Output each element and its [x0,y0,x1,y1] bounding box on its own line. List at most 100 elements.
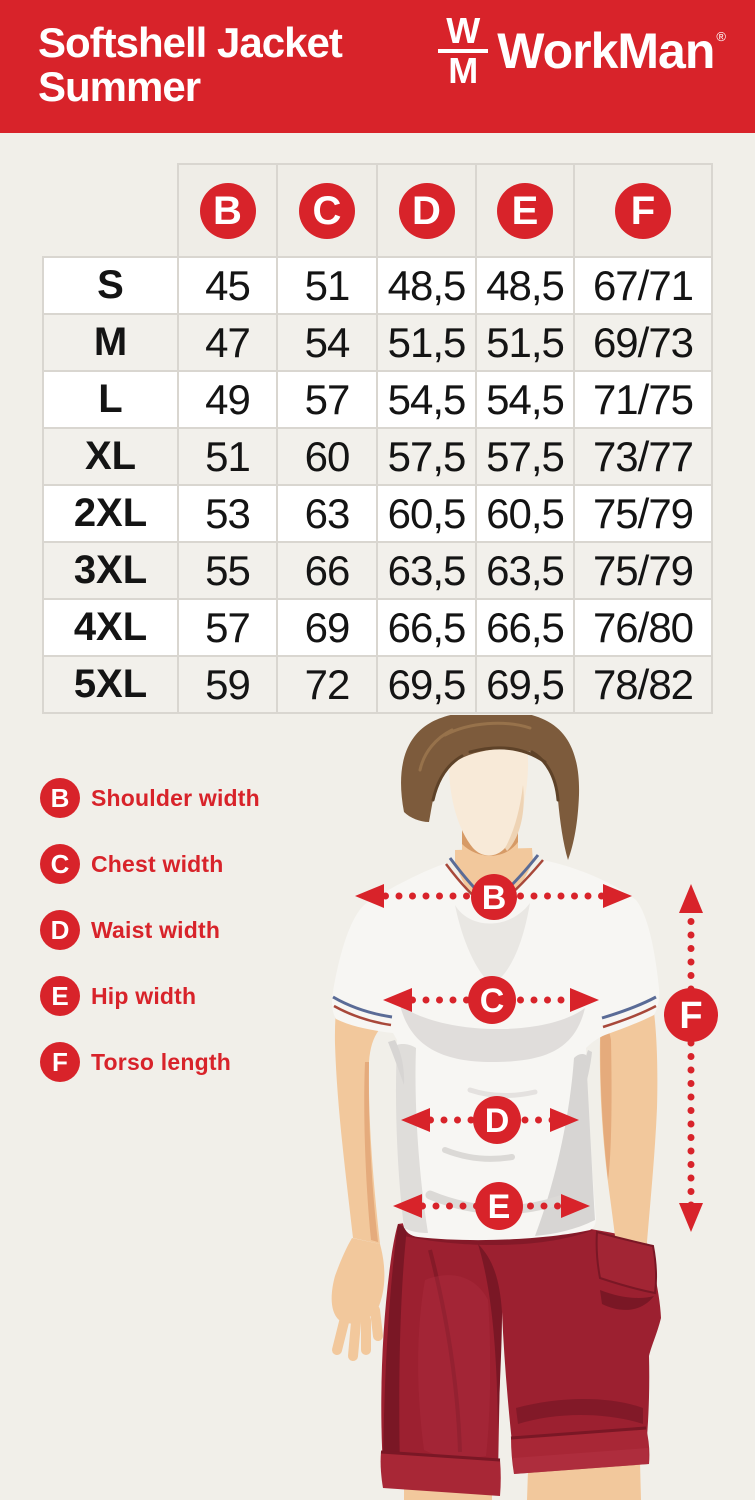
column-header-c: C [276,163,378,258]
legend-label: Torso length [91,1048,231,1075]
size-value: 69 [276,598,378,657]
size-value: 55 [177,541,278,600]
marker-letter-c: C [480,982,505,1020]
size-value: 69/73 [573,313,713,372]
table-row: M 47 54 51,5 51,5 69/73 [42,313,713,372]
marker-letter-b: B [482,879,507,917]
size-label: S [42,256,179,315]
shirt-fold-right [535,1054,595,1236]
shorts-shadow-left [383,1224,407,1470]
table-corner-cell [43,164,178,257]
legend-badge-c: C [40,844,80,884]
shorts-shape [381,1218,661,1478]
size-value: 51 [276,256,378,315]
title-line-2: Summer [38,63,201,110]
size-label: 2XL [42,484,179,543]
size-value: 59 [177,655,278,714]
size-value: 57 [177,598,278,657]
size-value: 48,5 [475,256,575,315]
size-label: M [42,313,179,372]
arrowhead-left [355,884,384,908]
size-value: 66,5 [376,598,477,657]
legend-label: Chest width [91,850,224,877]
size-label: XL [42,427,179,486]
marker-b: B [471,874,517,920]
pocket-flap-shape [595,1230,658,1295]
marker-letter-e: E [488,1188,511,1226]
marker-f: F [664,988,718,1042]
shorts-shadow-crotch [478,1244,502,1430]
page-title: Softshell Jacket Summer [38,19,343,110]
size-label: 3XL [42,541,179,600]
size-value: 67/71 [573,256,713,315]
arrowhead-left [401,1108,430,1132]
header-banner: Softshell Jacket Summer W M WorkMan ® [0,0,755,133]
size-value: 57,5 [475,427,575,486]
size-value: 71/75 [573,370,713,429]
brand-name: WorkMan ® [497,23,726,79]
size-value: 75/79 [573,484,713,543]
column-badge-d: D [398,182,455,239]
size-value: 53 [177,484,278,543]
monogram-divider [438,49,489,53]
legend-item-hip: E Hip width [40,976,260,1016]
size-table-section: B C D E F S 45 51 48,5 48,5 67/71 M 47 5… [42,163,713,714]
title-line-1: Softshell Jacket [38,19,343,66]
table-row: 4XL 57 69 66,5 66,5 76/80 [42,598,713,657]
column-header-d: D [376,163,477,258]
size-value: 73/77 [573,427,713,486]
size-value: 69,5 [475,655,575,714]
arrowhead-left [383,988,412,1012]
shirt-fold-collar [455,903,530,985]
legend-label: Waist width [91,916,221,943]
size-label: 5XL [42,655,179,714]
right-arm-shadow [600,1012,612,1180]
measurement-legend: B Shoulder width C Chest width D Waist w… [40,778,260,1108]
table-header-row: B C D E F [43,163,713,258]
size-value: 57 [276,370,378,429]
arrowhead-right [570,988,599,1012]
sleeve-stripe-blue-right [601,995,657,1020]
legend-item-torso: F Torso length [40,1042,260,1082]
diagram-markers: B C D E F [468,874,718,1230]
legend-badge-d: D [40,910,80,950]
size-value: 51,5 [475,313,575,372]
size-value: 76/80 [573,598,713,657]
sleeve-stripe-red-right [602,1004,657,1029]
shorts-cuffs [380,1426,650,1496]
size-value: 60,5 [475,484,575,543]
right-arm-shape [599,1012,658,1254]
legend-label: Hip width [91,982,197,1009]
shirt-armpit-right [581,1050,592,1098]
legend-label: Shoulder width [91,784,260,811]
marker-e: E [475,1182,523,1230]
left-arm-shadow [364,1062,378,1242]
size-label: L [42,370,179,429]
arrowhead-down [679,1203,703,1232]
sleeve-stripe-blue-left [332,995,393,1019]
legend-item-waist: D Waist width [40,910,260,950]
column-badge-f: F [615,182,671,239]
size-value: 63 [276,484,378,543]
pocket-flap-shadow [600,1290,654,1310]
legend-badge-f: F [40,1042,80,1082]
shirt-armpit-left [388,1040,405,1085]
shorts-highlight [418,1275,491,1458]
hair-strands-dark [431,746,560,802]
arrowhead-left [393,1194,422,1218]
brand-monogram-icon: W M [438,13,489,91]
size-value: 72 [276,655,378,714]
measure-arrow-torso [679,884,703,1232]
size-value: 66,5 [475,598,575,657]
size-value: 60 [276,427,378,486]
size-value: 49 [177,370,278,429]
monogram-m: M [448,50,479,91]
size-value: 54,5 [475,370,575,429]
size-value: 47 [177,313,278,372]
arrowhead-right [561,1194,590,1218]
table-row: S 45 51 48,5 48,5 67/71 [42,256,713,315]
figure-illustration: B C D E F [331,715,718,1500]
sleeve-stripe-red-left [333,1004,392,1027]
brand-logo: W M WorkMan ® [438,13,726,91]
